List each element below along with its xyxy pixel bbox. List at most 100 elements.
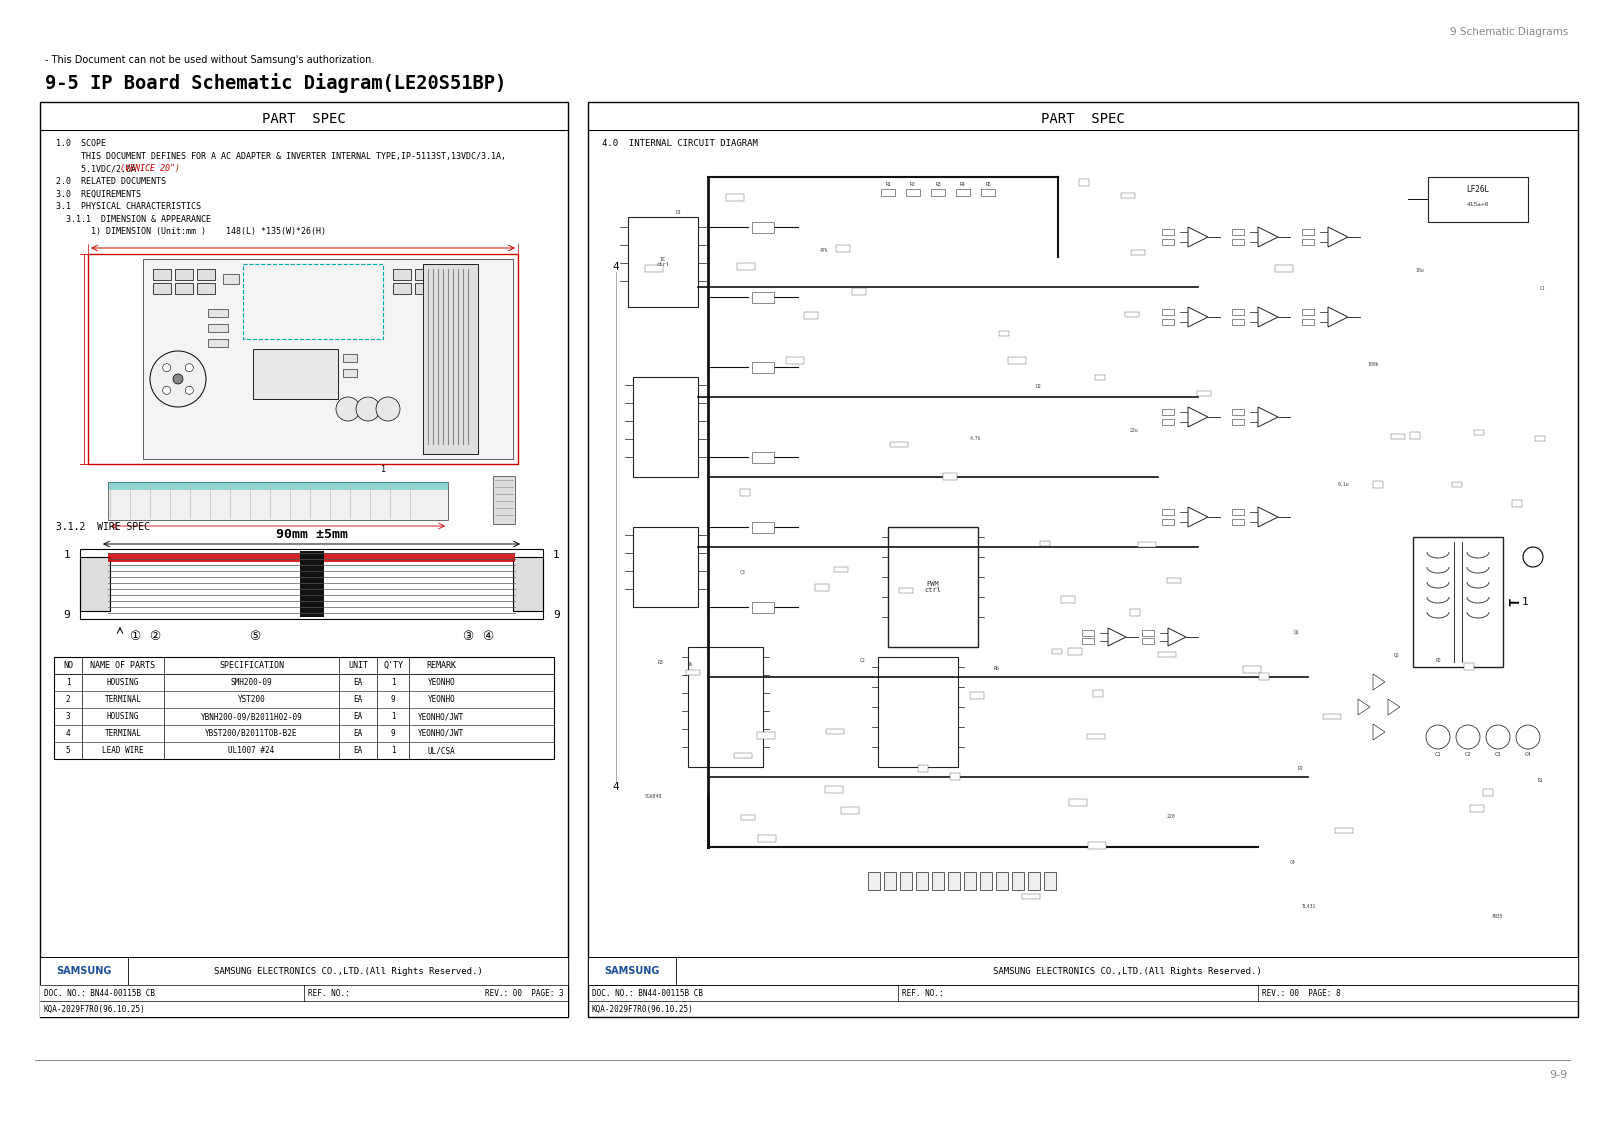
Text: TL431: TL431 bbox=[1302, 903, 1317, 909]
Circle shape bbox=[1426, 724, 1450, 749]
Polygon shape bbox=[1328, 307, 1347, 327]
Bar bbox=[1390, 434, 1405, 439]
Text: ⑤: ⑤ bbox=[250, 631, 261, 643]
Circle shape bbox=[1486, 724, 1510, 749]
Bar bbox=[734, 753, 752, 758]
Text: R5: R5 bbox=[986, 182, 990, 188]
Text: EA: EA bbox=[354, 729, 363, 738]
Bar bbox=[142, 259, 514, 458]
Text: ④: ④ bbox=[482, 631, 494, 643]
Text: SMH200-09: SMH200-09 bbox=[230, 678, 272, 687]
Text: 415±+0: 415±+0 bbox=[1467, 203, 1490, 207]
Text: Q2: Q2 bbox=[1394, 652, 1400, 658]
Bar bbox=[867, 872, 880, 890]
Polygon shape bbox=[1187, 307, 1208, 327]
Circle shape bbox=[150, 351, 206, 408]
Text: 4.7k: 4.7k bbox=[970, 437, 982, 441]
Bar bbox=[174, 269, 194, 280]
Bar bbox=[686, 670, 701, 675]
Text: 4: 4 bbox=[613, 782, 619, 792]
Bar bbox=[1093, 691, 1102, 697]
Bar bbox=[675, 957, 1578, 985]
Bar bbox=[208, 338, 229, 348]
Polygon shape bbox=[1107, 628, 1126, 646]
Polygon shape bbox=[1373, 674, 1386, 691]
Bar bbox=[493, 475, 515, 524]
Circle shape bbox=[173, 374, 182, 384]
Bar bbox=[422, 264, 478, 454]
Text: YEONHO/JWT: YEONHO/JWT bbox=[418, 712, 464, 721]
Text: 2: 2 bbox=[66, 695, 70, 704]
Bar bbox=[826, 729, 845, 734]
Bar bbox=[342, 369, 357, 377]
Bar bbox=[906, 189, 920, 196]
Bar bbox=[1078, 179, 1090, 186]
Bar bbox=[1410, 432, 1421, 439]
Bar bbox=[1069, 648, 1082, 655]
Bar bbox=[222, 274, 238, 284]
Text: 90mm ±5mm: 90mm ±5mm bbox=[275, 529, 347, 541]
Text: 47k: 47k bbox=[819, 249, 829, 254]
Text: C3: C3 bbox=[1494, 753, 1501, 757]
Text: (VENICE 20"): (VENICE 20") bbox=[120, 164, 179, 173]
Bar bbox=[741, 815, 755, 820]
Bar bbox=[154, 283, 171, 294]
Bar bbox=[1082, 638, 1094, 644]
Bar bbox=[1022, 894, 1040, 899]
Polygon shape bbox=[1187, 408, 1208, 427]
Bar bbox=[1197, 391, 1211, 396]
Bar bbox=[414, 283, 434, 294]
Text: REMARK: REMARK bbox=[427, 661, 456, 670]
Text: C1: C1 bbox=[1539, 286, 1546, 292]
Bar bbox=[842, 807, 859, 814]
Text: TERMINAL: TERMINAL bbox=[104, 695, 141, 704]
Text: 9 Schematic Diagrams: 9 Schematic Diagrams bbox=[1450, 27, 1568, 37]
Bar bbox=[1094, 375, 1106, 380]
Circle shape bbox=[186, 363, 194, 371]
Text: THIS DOCUMENT DEFINES FOR A AC ADAPTER & INVERTER INTERNAL TYPE,IP-5113ST,13VDC/: THIS DOCUMENT DEFINES FOR A AC ADAPTER &… bbox=[56, 152, 506, 161]
Bar bbox=[589, 102, 1578, 1017]
Text: ①: ① bbox=[130, 631, 141, 643]
Text: KQA-2029F7R0(96.10.25): KQA-2029F7R0(96.10.25) bbox=[45, 1004, 146, 1013]
Bar bbox=[1302, 309, 1314, 315]
Bar bbox=[1082, 631, 1094, 636]
Text: HOUSING: HOUSING bbox=[107, 712, 139, 721]
Polygon shape bbox=[1358, 698, 1370, 715]
Bar bbox=[1125, 312, 1139, 317]
Text: R1: R1 bbox=[1538, 778, 1544, 782]
Text: SPECIFICATION: SPECIFICATION bbox=[219, 661, 285, 670]
Bar bbox=[1162, 239, 1174, 245]
Text: UNIT: UNIT bbox=[349, 661, 368, 670]
Bar bbox=[878, 657, 958, 767]
Bar bbox=[1243, 666, 1261, 674]
Polygon shape bbox=[1258, 408, 1278, 427]
Bar bbox=[197, 269, 214, 280]
Bar bbox=[752, 601, 774, 612]
Text: 3: 3 bbox=[66, 712, 70, 721]
Bar bbox=[394, 283, 411, 294]
Bar bbox=[243, 264, 382, 338]
Text: C4: C4 bbox=[1290, 860, 1296, 866]
Bar bbox=[1162, 518, 1174, 525]
Polygon shape bbox=[1373, 724, 1386, 740]
Bar bbox=[1162, 409, 1174, 415]
Bar bbox=[109, 482, 448, 490]
Text: NAME OF PARTS: NAME OF PARTS bbox=[91, 661, 155, 670]
Text: 4N35: 4N35 bbox=[1493, 914, 1504, 918]
Bar bbox=[1061, 597, 1075, 603]
Text: C2: C2 bbox=[1464, 753, 1472, 757]
Bar bbox=[1069, 799, 1086, 806]
Bar bbox=[890, 441, 909, 447]
Bar bbox=[826, 786, 843, 794]
Bar bbox=[1232, 509, 1245, 515]
Text: TERMINAL: TERMINAL bbox=[104, 729, 141, 738]
Bar bbox=[1232, 229, 1245, 235]
Bar bbox=[40, 102, 568, 1017]
Text: ③: ③ bbox=[462, 631, 474, 643]
Bar bbox=[882, 189, 894, 196]
Bar bbox=[981, 189, 995, 196]
Bar bbox=[752, 292, 774, 302]
Bar bbox=[915, 872, 928, 890]
Circle shape bbox=[1523, 547, 1542, 567]
Text: 1: 1 bbox=[390, 746, 395, 755]
